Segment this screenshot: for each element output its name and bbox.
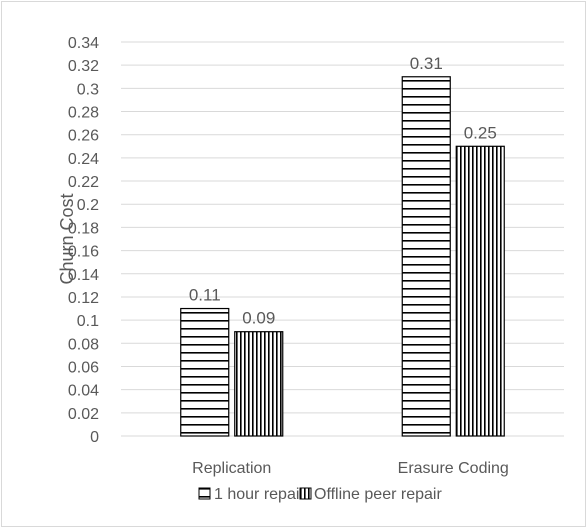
data-labels: 0.11 0.09 0.31 0.25: [189, 54, 497, 328]
y-tick-label: 0.02: [68, 406, 99, 423]
y-tick-label: 0.2: [77, 197, 99, 214]
y-axis-label: Churn Cost: [57, 193, 77, 284]
y-tick-label: 0.18: [68, 220, 99, 237]
y-tick-label: 0.08: [68, 336, 99, 353]
y-tick-label: 0.04: [68, 383, 99, 400]
y-tick-label: 0.34: [68, 35, 99, 52]
bars: [180, 76, 505, 437]
y-axis-ticks: 0 0.02 0.04 0.06 0.08 0.1 0.12 0.14 0.16 0.18 0.2 0…: [68, 35, 99, 446]
bar: [180, 307, 230, 437]
data-label: 0.31: [410, 54, 443, 73]
legend-label-1-hour-repair: 1 hour repair: [214, 486, 305, 503]
y-tick-label: 0.06: [68, 359, 99, 376]
y-tick-label: 0.22: [68, 174, 99, 191]
legend-label-offline-peer-repair: Offline peer repair: [314, 486, 442, 503]
y-tick-label: 0.32: [68, 58, 99, 75]
legend-swatch-offline-peer-repair: [299, 487, 312, 500]
y-tick-label: 0: [90, 429, 99, 446]
bar: [455, 145, 505, 437]
bar: [401, 76, 451, 437]
y-tick-label: 0.16: [68, 244, 99, 261]
y-tick-label: 0.24: [68, 151, 99, 168]
legend-swatch-1-hour-repair: [198, 487, 211, 500]
data-label: 0.09: [242, 309, 275, 328]
y-tick-label: 0.26: [68, 128, 99, 145]
data-label: 0.25: [464, 123, 497, 142]
bar: [234, 331, 284, 437]
category-label: Erasure Coding: [398, 460, 509, 477]
data-label: 0.11: [189, 286, 221, 305]
category-label: Replication: [192, 460, 271, 477]
category-labels: Replication Erasure Coding: [192, 460, 509, 477]
y-tick-label: 0.28: [68, 105, 99, 122]
y-tick-label: 0.14: [68, 267, 99, 284]
legend: 1 hour repair Offline peer repair: [198, 486, 442, 503]
y-tick-label: 0.3: [77, 81, 99, 98]
y-tick-label: 0.1: [77, 313, 99, 330]
y-tick-label: 0.12: [68, 290, 99, 307]
